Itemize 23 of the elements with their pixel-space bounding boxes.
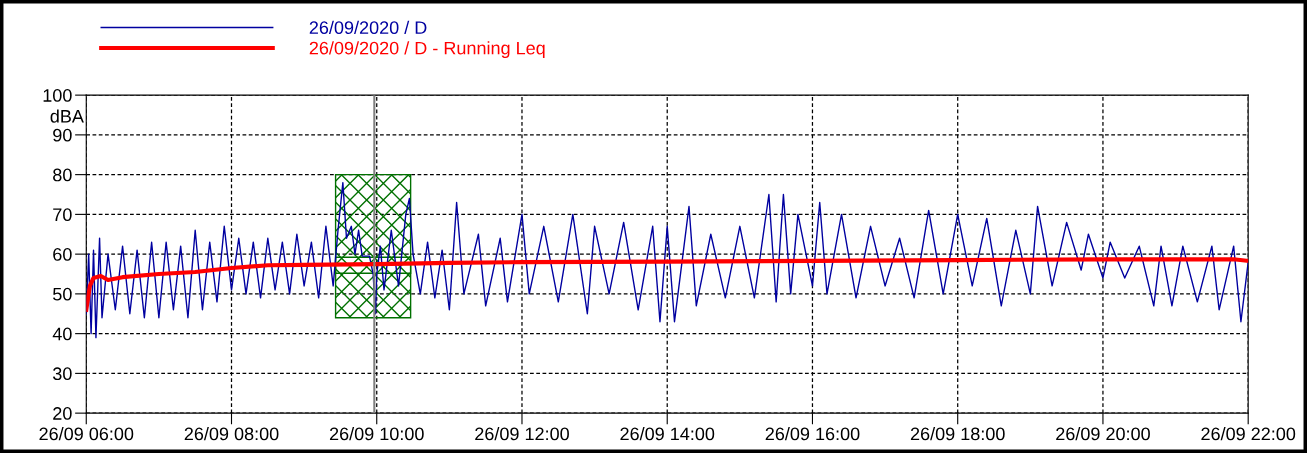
- y-tick-label: 80: [53, 168, 72, 182]
- y-tick-label: 40: [52, 327, 72, 341]
- text: 26/09/2020 / D: [309, 20, 427, 35]
- y-tick-label: 90: [53, 128, 72, 142]
- x-tick-label: 26/09 14:00: [620, 427, 715, 441]
- y-tick-label: 70: [53, 208, 72, 222]
- line-series: [86, 181, 1249, 339]
- line-series: [86, 257, 1249, 312]
- x-tick-label: 26/09 06:00: [39, 427, 134, 441]
- y-tick-label: 60: [53, 248, 72, 261]
- x-tick-label: 26/09 20:00: [1056, 427, 1150, 441]
- x-tick-label: 26/09 10:00: [329, 427, 424, 441]
- x-tick-label: 26/09 08:00: [184, 427, 279, 441]
- y-tick-label: 20: [53, 407, 72, 420]
- text: 26/09/2020 / D - Running Leq: [309, 41, 545, 59]
- x-tick-label: 26/09 18:00: [910, 427, 1005, 441]
- x-tick-label: 26/09 12:00: [475, 427, 569, 441]
- x-tick-label: 26/09 16:00: [765, 427, 860, 441]
- x-tick-label: 26/09 22:00: [1201, 427, 1296, 441]
- y-tick-label: 50: [53, 287, 72, 301]
- y-axis-title: dBA: [50, 109, 84, 123]
- y-tick-label: 100: [43, 89, 72, 102]
- y-tick-label: 30: [52, 367, 72, 381]
